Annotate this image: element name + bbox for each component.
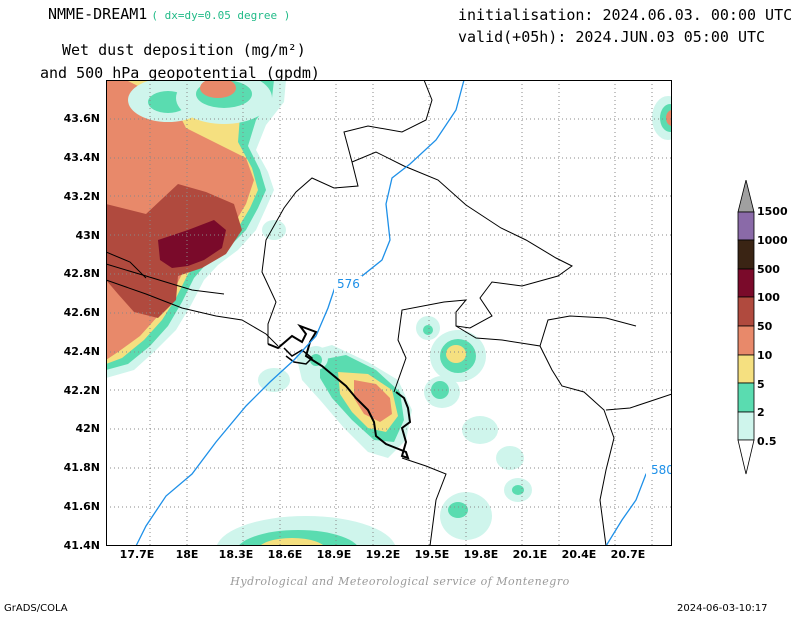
legend-swatch-1500 xyxy=(737,180,755,213)
country-borders xyxy=(106,80,672,546)
dust-blob-bottom-5 xyxy=(259,538,325,546)
legend-swatch-50 xyxy=(737,296,755,327)
dust-blob-b-10 xyxy=(200,80,236,98)
lon-tick: 19.2E xyxy=(365,548,401,561)
legend-label-50: 50 xyxy=(757,320,773,333)
legend-label-1500: 1500 xyxy=(757,205,788,218)
dust-blob-j xyxy=(496,446,524,470)
lon-tick: 20.1E xyxy=(512,548,548,561)
legend-label-500: 500 xyxy=(757,263,780,276)
contour-576-label-bg xyxy=(334,276,362,292)
footer-left: GrADS/COLA xyxy=(4,603,68,614)
lat-tick: 42.8N xyxy=(63,267,100,280)
legend-swatch-10 xyxy=(737,325,755,356)
lon-tick: 19.8E xyxy=(463,548,499,561)
dust-blob-ne-10 xyxy=(666,110,672,126)
lon-tick: 18.6E xyxy=(267,548,303,561)
resolution-label: ( dx=dy=0.05 degree ) xyxy=(151,9,291,22)
gridlines xyxy=(106,80,672,546)
legend-label-100: 100 xyxy=(757,291,780,304)
model-title: NMME-DREAM1( dx=dy=0.05 degree ) xyxy=(48,5,290,23)
map-frame xyxy=(106,80,672,546)
model-name: NMME-DREAM1 xyxy=(48,5,148,23)
legend-label-0-5: 0.5 xyxy=(757,435,777,448)
legend-swatch-500 xyxy=(737,239,755,270)
credit-line: Hydrological and Meteorological service … xyxy=(230,575,570,588)
dust-layer-100 xyxy=(158,220,226,268)
contour-576-label: 576 xyxy=(337,277,360,291)
valid-time: valid(+05h): 2024.JUN.03 05:00 UTC xyxy=(458,28,766,46)
lat-tick: 43.4N xyxy=(63,151,100,164)
dust-blob-g-2 xyxy=(423,325,433,335)
dust-blob-i xyxy=(462,416,498,444)
legend-swatch-100 xyxy=(737,268,755,298)
lat-tick: 43.2N xyxy=(63,190,100,203)
lon-tick: 17.7E xyxy=(119,548,155,561)
lon-tick: 19.5E xyxy=(414,548,450,561)
lon-tick: 18.3E xyxy=(218,548,254,561)
lat-tick: 42.4N xyxy=(63,345,100,358)
dust-field xyxy=(106,80,672,546)
legend-swatch-0-5 xyxy=(737,411,755,441)
title-line1: Wet dust deposition (mg/m²) xyxy=(62,41,306,59)
footer-right: 2024-06-03-10:17 xyxy=(677,603,768,614)
legend-swatch-5 xyxy=(737,354,755,384)
legend-label-5: 5 xyxy=(757,378,765,391)
coastline-bay xyxy=(283,347,314,365)
dust-blob-k-2 xyxy=(512,485,524,495)
lon-tick: 20.4E xyxy=(561,548,597,561)
legend-swatch-below xyxy=(737,439,755,475)
dust-blob-l-2 xyxy=(448,502,468,518)
legend-colorbar xyxy=(737,180,755,475)
lat-tick: 42.6N xyxy=(63,306,100,319)
lat-tick: 43N xyxy=(75,229,100,242)
lat-tick: 41.6N xyxy=(63,500,100,513)
map-plot: 576 580 xyxy=(106,80,672,546)
legend-label-1000: 1000 xyxy=(757,234,788,247)
legend-label-2: 2 xyxy=(757,406,765,419)
title-line2: and 500 hPa geopotential (gpdm) xyxy=(40,64,320,82)
lon-tick: 20.7E xyxy=(610,548,646,561)
contour-580-label: 580 xyxy=(651,463,672,477)
contour-576 xyxy=(135,80,465,546)
init-time: initialisation: 2024.06.03. 00:00 UTC xyxy=(458,6,793,24)
lat-tick: 42N xyxy=(75,422,100,435)
lon-tick: 18.9E xyxy=(316,548,352,561)
dust-blob-f-5 xyxy=(446,345,466,363)
contour-580-label-bg xyxy=(646,462,672,478)
lat-tick: 41.4N xyxy=(63,539,100,552)
dust-blob-c xyxy=(262,220,286,240)
lat-tick: 42.2N xyxy=(63,384,100,397)
coastline xyxy=(267,323,412,460)
legend-swatch-2 xyxy=(737,382,755,413)
lat-tick: 41.8N xyxy=(63,461,100,474)
legend-label-10: 10 xyxy=(757,349,773,362)
legend-swatch-1000 xyxy=(737,211,755,241)
dust-blob-h-2 xyxy=(431,381,449,399)
lon-tick: 18E xyxy=(175,548,199,561)
lat-tick: 43.6N xyxy=(63,112,100,125)
